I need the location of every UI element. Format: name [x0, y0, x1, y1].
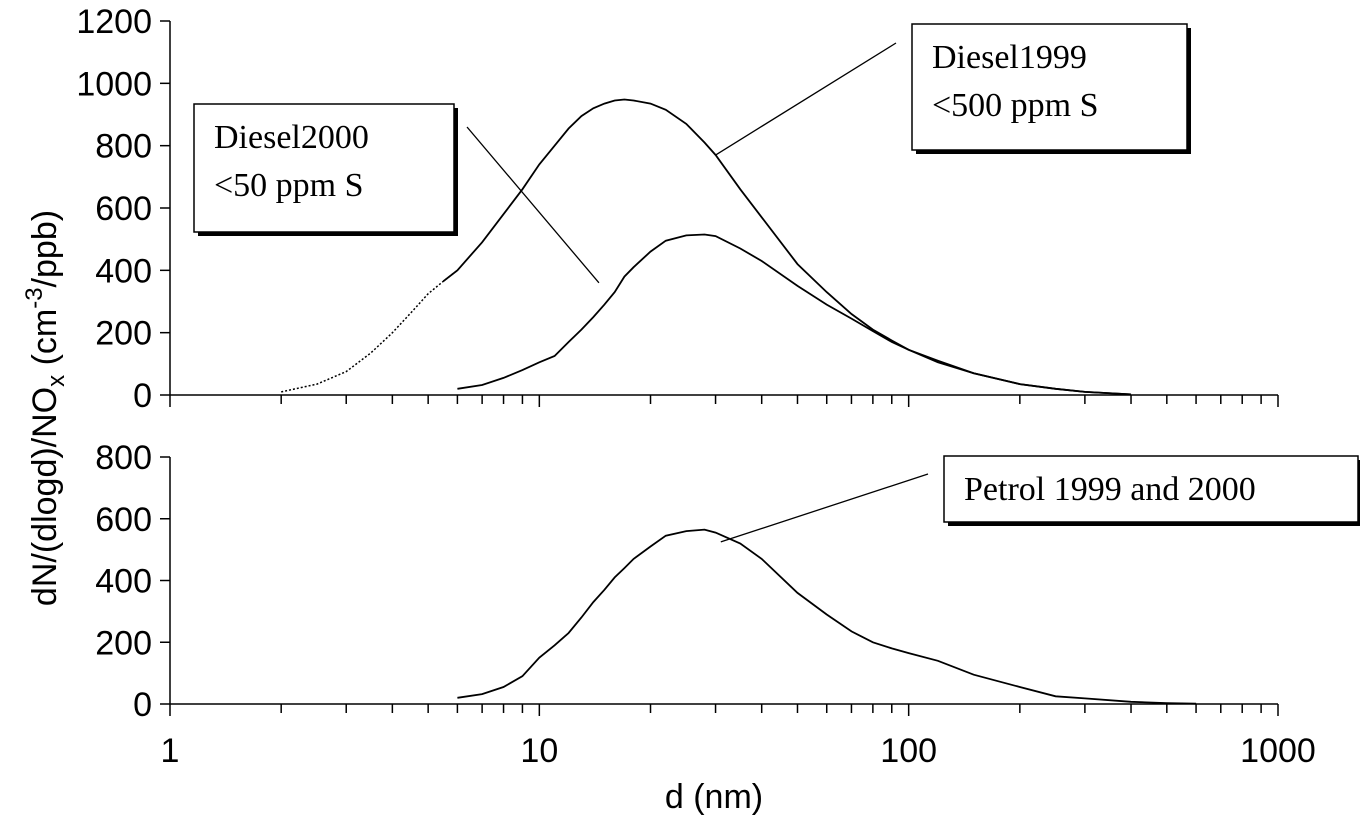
top-y-tick-label: 200 [95, 315, 152, 353]
top-series-0-dotted [281, 269, 458, 393]
top-y-tick-label: 800 [95, 128, 152, 166]
top-y-tick-label: 600 [95, 190, 152, 228]
x-tick-label: 100 [880, 732, 937, 770]
top-callout-leader [715, 42, 897, 156]
top-callout-leader [466, 126, 600, 284]
bottom-y-tick-label: 600 [95, 501, 152, 539]
bottom-y-tick-label: 800 [95, 439, 152, 477]
x-tick-labels: 1 10 100 1000 [161, 732, 1316, 770]
bottom-panel: 0 200 400 600 800 Petrol 1999 and 2000 [95, 439, 1360, 724]
bottom-y-tick-label: 200 [95, 624, 152, 662]
bottom-callout-box [943, 455, 1359, 523]
bottom-y-tick-label: 400 [95, 563, 152, 601]
bottom-y-tick-label: 0 [133, 686, 152, 724]
top-series-0-line [442, 98, 1132, 396]
bottom-series-0-line [457, 528, 1197, 705]
x-tick-label: 1 [161, 732, 180, 770]
top-callout-label: Diesel1999 [932, 39, 1087, 76]
top-callout-label: Diesel2000 [214, 119, 369, 156]
bottom-callout-leader [720, 473, 929, 543]
x-tick-label: 10 [520, 732, 558, 770]
top-y-tick-label: 400 [95, 252, 152, 290]
x-axis-title: d (nm) [665, 778, 763, 816]
top-callout-label: <500 ppm S [932, 87, 1099, 124]
top-callout-box [911, 23, 1188, 151]
top-series-1-line [457, 233, 1132, 396]
top-panel: 0 200 400 600 800 1000 1200 Diesel1999 <500 ppm … [76, 3, 1279, 415]
top-y-tick-label: 1000 [76, 65, 152, 103]
x-tick-label: 1000 [1240, 732, 1316, 770]
bottom-callout-label: Petrol 1999 and 2000 [964, 471, 1256, 508]
top-callout-box [193, 103, 455, 233]
top-y-tick-label: 1200 [76, 3, 152, 41]
y-axis-title: dN/(dlogd)/NOx (cm-3/ppb) [21, 210, 70, 606]
top-callout-label: <50 ppm S [214, 167, 364, 204]
top-y-tick-label: 0 [133, 377, 152, 415]
